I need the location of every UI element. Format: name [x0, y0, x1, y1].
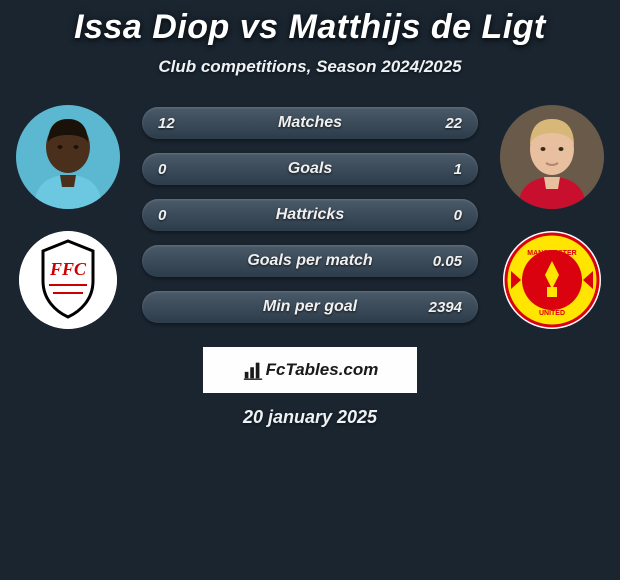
stat-right-value: 0.05 [433, 245, 462, 277]
svg-text:FFC: FFC [49, 259, 87, 279]
stat-label: Goals per match [247, 252, 372, 270]
stat-label: Min per goal [263, 298, 357, 316]
content-row: FFC 12 Matches 22 0 Goals 1 0 Hattricks [0, 105, 620, 329]
stat-row-goals: 0 Goals 1 [142, 153, 478, 185]
stat-row-hattricks: 0 Hattricks 0 [142, 199, 478, 231]
stat-right-value: 22 [445, 107, 462, 139]
left-club-badge: FFC [19, 231, 117, 329]
stat-row-goals-per-match: Goals per match 0.05 [142, 245, 478, 277]
svg-text:UNITED: UNITED [539, 310, 565, 317]
right-player-avatar [500, 105, 604, 209]
stat-label: Goals [288, 160, 332, 178]
right-club-badge: MANCHESTER UNITED [503, 231, 601, 329]
left-player-column: FFC [8, 105, 128, 329]
avatar-placeholder-icon [16, 105, 120, 209]
right-player-column: MANCHESTER UNITED [492, 105, 612, 329]
avatar-placeholder-icon [500, 105, 604, 209]
left-player-avatar [16, 105, 120, 209]
stat-left-value: 12 [158, 107, 175, 139]
man-utd-badge-icon: MANCHESTER UNITED [503, 231, 601, 329]
date-text: 20 january 2025 [0, 407, 620, 428]
page-subtitle: Club competitions, Season 2024/2025 [0, 57, 620, 77]
stat-right-value: 2394 [429, 291, 462, 323]
bar-chart-icon [242, 359, 264, 381]
stat-row-matches: 12 Matches 22 [142, 107, 478, 139]
fulham-badge-icon: FFC [19, 231, 117, 329]
stat-label: Hattricks [276, 206, 344, 224]
watermark: FcTables.com [203, 347, 417, 393]
stats-column: 12 Matches 22 0 Goals 1 0 Hattricks 0 Go… [128, 105, 492, 323]
stat-left-value: 0 [158, 199, 166, 231]
page-title: Issa Diop vs Matthijs de Ligt [0, 0, 620, 47]
watermark-text: FcTables.com [266, 360, 379, 380]
stat-left-value: 0 [158, 153, 166, 185]
stat-right-value: 1 [454, 153, 462, 185]
stat-row-min-per-goal: Min per goal 2394 [142, 291, 478, 323]
comparison-infographic: Issa Diop vs Matthijs de Ligt Club compe… [0, 0, 620, 580]
stat-label: Matches [278, 114, 342, 132]
stat-right-value: 0 [454, 199, 462, 231]
svg-text:MANCHESTER: MANCHESTER [527, 250, 576, 257]
